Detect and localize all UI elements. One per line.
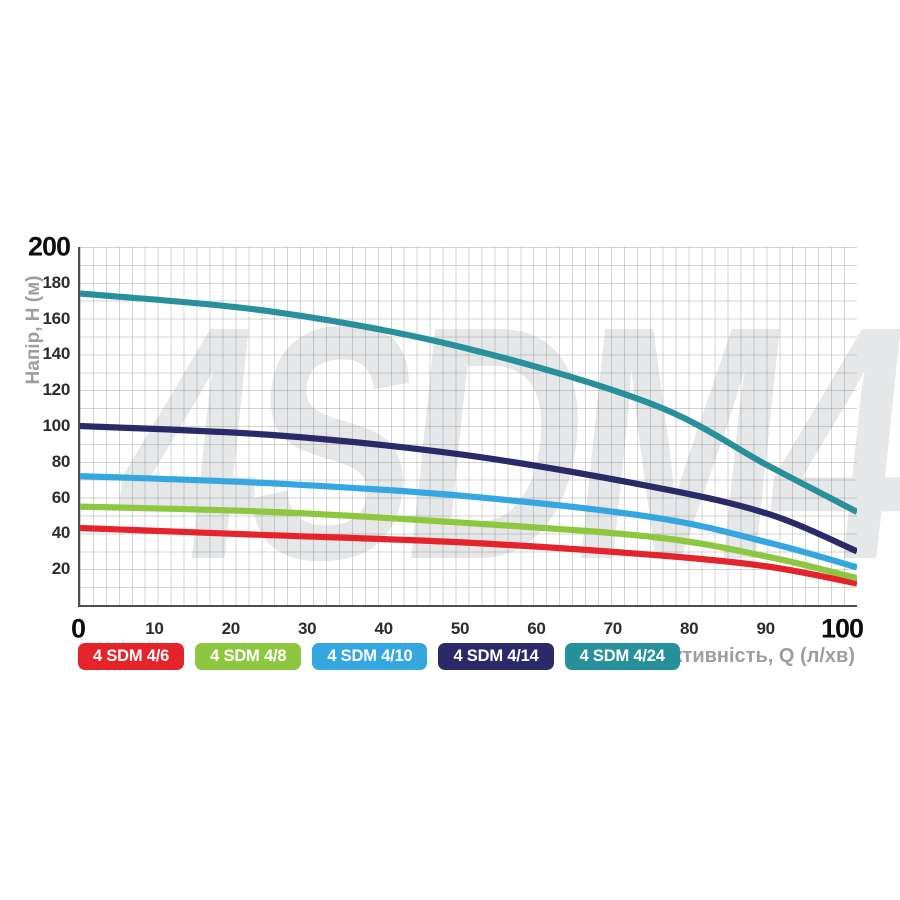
y-tick-label: 60	[51, 487, 71, 507]
y-tick-label: 20	[51, 559, 71, 579]
y-tick-label: 80	[51, 451, 71, 471]
y-tick-label: 140	[42, 344, 71, 364]
legend-item: 4 SDM 4/6	[78, 643, 185, 670]
x-tick-label: 0	[70, 613, 86, 644]
y-tick-label: 120	[42, 380, 71, 400]
x-tick-label: 80	[680, 619, 699, 638]
curve-4-sdm-4-6	[80, 524, 857, 587]
legend: 4 SDM 4/6 4 SDM 4/8 4 SDM 4/10 4 SDM 4/14 4 …	[78, 643, 680, 670]
curve-4-sdm-4-10	[80, 473, 857, 571]
x-tick-label: 20	[221, 619, 241, 638]
x-tick-label: 90	[756, 619, 775, 638]
curve-4-sdm-4-24	[80, 290, 857, 515]
y-tick-label: 180	[42, 272, 71, 292]
curve-canvas	[80, 290, 857, 587]
x-tick-label: 30	[298, 619, 317, 638]
y-tick-label: 160	[42, 308, 71, 328]
x-tick-label: 10	[145, 619, 164, 638]
x-tick-label: 60	[527, 619, 546, 638]
legend-item: 4 SDM 4/10	[312, 643, 428, 670]
x-tick-label: 40	[374, 619, 393, 638]
curve-4-sdm-4-14	[80, 422, 857, 555]
y-tick-label: 40	[51, 523, 71, 543]
x-tick-label: 70	[603, 619, 623, 638]
legend-item: 4 SDM 4/24	[564, 643, 680, 670]
x-tick-label: 50	[450, 619, 470, 638]
legend-item: 4 SDM 4/14	[438, 643, 554, 670]
x-tick-label: 100	[820, 613, 864, 644]
legend-item: 4 SDM 4/8	[195, 643, 302, 670]
curve-4-sdm-4-8	[80, 503, 857, 582]
y-tick-label: 100	[42, 416, 71, 435]
y-tick-label: 200	[27, 231, 71, 262]
